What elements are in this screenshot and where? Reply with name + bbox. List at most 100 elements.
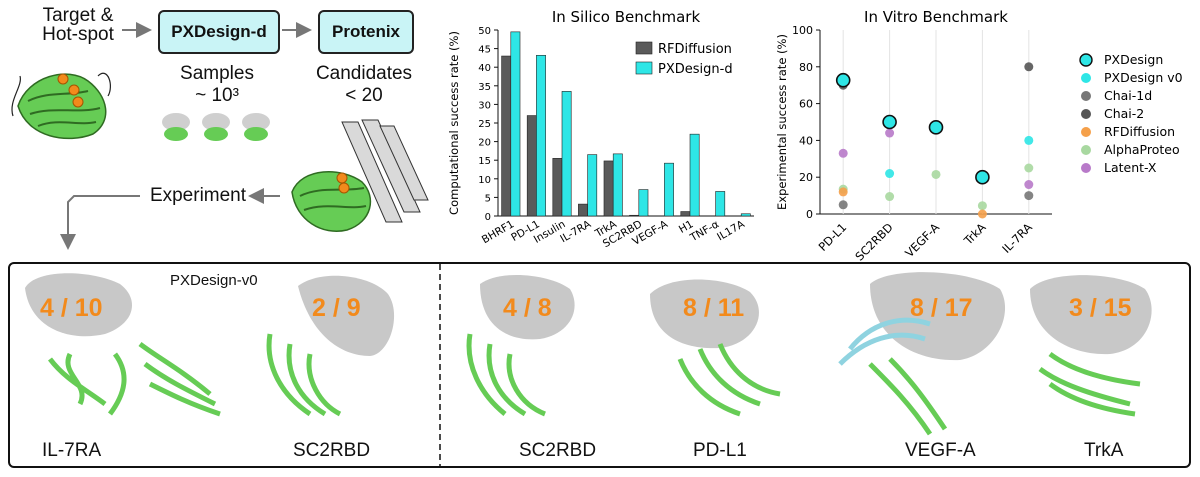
chart1-ytick-label: 10 <box>478 175 491 186</box>
chart1-legend-label: RFDiffusion <box>658 42 732 57</box>
chart2-point-pxdesign-SC2RBD <box>882 114 897 130</box>
designs-gallery-panel <box>8 262 1191 468</box>
chart2-point-pxdesign-v0-SC2RBD <box>885 169 895 179</box>
samples-count: ~ 10³ <box>195 85 239 106</box>
chart2-point-pxdesign-TrkA <box>975 169 990 185</box>
target-label-line1: Target & <box>42 5 114 26</box>
chart2-xtick-label: TrkA <box>961 220 989 248</box>
target-name-1: IL-7RA <box>42 440 102 461</box>
chart2-point-chai-1d-IL-7RA <box>1024 191 1034 201</box>
chart2-point-rfdiffusion-TrkA <box>977 209 987 219</box>
chart1-ytick-label: 25 <box>478 119 491 130</box>
chart1-bar-rfdiffusion-TrkA <box>603 160 614 217</box>
chart1-ytick-label: 0 <box>485 212 491 223</box>
reference-binder-5 <box>838 317 931 366</box>
chart1-bar-pxdesign-d-VEGF-A <box>664 162 674 217</box>
chart1-ytick-label: 30 <box>478 100 491 111</box>
binder-3 <box>466 333 547 417</box>
chart2-legend-label: AlphaProteo <box>1104 142 1180 157</box>
success-ratio-2: 2 / 9 <box>312 294 361 322</box>
target-surface-6 <box>1030 275 1152 355</box>
chart2-ytick-label: 60 <box>799 98 813 111</box>
chart1-bar-pxdesign-d-BHRF1 <box>510 31 521 217</box>
chart2-point-latent-x-SC2RBD <box>885 128 895 138</box>
binder-1a <box>48 352 127 416</box>
chart1-bar-rfdiffusion-H1 <box>680 211 691 217</box>
chart2-legend-label: Chai-2 <box>1104 106 1144 121</box>
success-ratio-6: 3 / 15 <box>1069 294 1132 322</box>
target-surface-4 <box>650 279 759 349</box>
chart2-title: In Vitro Benchmark <box>864 8 1008 26</box>
target-surface-2 <box>298 275 395 356</box>
chart2-legend-marker <box>1081 73 1091 83</box>
chart1-bar-rfdiffusion-IL-7RA <box>578 203 588 217</box>
chart2-point-chai-2-IL-7RA <box>1024 62 1034 72</box>
success-ratio-5: 8 / 17 <box>910 294 973 322</box>
binder-2 <box>266 333 342 417</box>
candidates-caption: Candidates <box>315 63 413 84</box>
chart2-ytick-label: 20 <box>799 171 813 184</box>
chart2-legend-label: RFDiffusion <box>1104 124 1175 139</box>
candidates-count: < 20 <box>345 85 383 106</box>
chart1-bar-pxdesign-d-H1 <box>689 133 700 217</box>
in-silico-chart: In Silico Benchmark 0 5 10 15 20 25 30 35 40 45 50 C… <box>447 8 754 250</box>
chart1-legend-swatch <box>635 41 653 55</box>
chart2-ylabel: Experimental success rate (%) <box>775 34 789 210</box>
pxdesign-d-box: PXDesign-d <box>158 10 280 54</box>
complex-structure-image <box>291 119 429 232</box>
samples-caption: Samples <box>180 63 254 84</box>
chart1-ytick-label: 40 <box>478 63 491 74</box>
chart2-xtick-label: VEGF-A <box>902 220 942 260</box>
chart1-xtick-label: IL17A <box>715 218 747 244</box>
chart2-ytick-label: 0 <box>806 208 813 221</box>
chart2-point-chai-1d-PD-L1 <box>838 200 848 210</box>
chart1-legend-label: PXDesign-d <box>658 62 733 77</box>
success-ratio-1: 4 / 10 <box>40 294 103 322</box>
chart2-legend-label: PXDesign v0 <box>1104 70 1183 85</box>
target-label-line2: Hot-spot <box>42 24 114 45</box>
v0-divider <box>439 264 441 466</box>
chart1-bar-rfdiffusion-PD-L1 <box>526 115 537 217</box>
chart1-bar-pxdesign-d-SC2RBD <box>638 189 649 217</box>
chart2-point-alphaproteo-IL-7RA <box>1024 163 1034 173</box>
target-surface-3 <box>480 274 575 340</box>
chart1-title: In Silico Benchmark <box>552 8 701 26</box>
chart1-legend-swatch <box>635 61 653 75</box>
target-name-5: VEGF-A <box>905 440 976 461</box>
success-ratio-4: 8 / 11 <box>683 294 745 322</box>
chart1-bar-pxdesign-d-PD-L1 <box>536 54 546 217</box>
binder-6 <box>1038 351 1141 417</box>
binder-1b <box>138 341 221 417</box>
protenix-box: Protenix <box>318 10 414 54</box>
chart1-ytick-label: 15 <box>478 156 491 167</box>
chart2-legend-marker <box>1081 145 1091 155</box>
chart1-bar-rfdiffusion-BHRF1 <box>501 55 512 217</box>
chart2-legend-label: PXDesign <box>1104 52 1163 67</box>
chart2-xtick-label: IL-7RA <box>999 220 1035 256</box>
chart2-legend-marker <box>1081 163 1091 173</box>
chart2-point-latent-x-PD-L1 <box>838 148 848 158</box>
experiment-label: Experiment <box>149 185 247 206</box>
target-label: Target & Hot-spot <box>28 6 128 44</box>
designs-structures <box>25 272 1152 436</box>
in-vitro-chart: In Vitro Benchmark 0 20 40 60 80 100Experiment… <box>775 8 1183 262</box>
chart1-bar-pxdesign-d-IL17A <box>740 213 751 217</box>
binder-5 <box>868 357 948 436</box>
target-name-4: PD-L1 <box>693 440 747 461</box>
binder-4 <box>677 343 781 417</box>
chart2-point-pxdesign-v0-IL-7RA <box>1024 135 1034 145</box>
chart2-point-rfdiffusion-PD-L1 <box>838 187 848 197</box>
target-protein-image <box>11 72 111 140</box>
chart1-ylabel: Computational success rate (%) <box>447 31 461 215</box>
target-name-6: TrkA <box>1084 440 1124 461</box>
chart2-ytick-label: 40 <box>799 134 813 147</box>
chart1-ytick-label: 35 <box>478 82 491 93</box>
chart2-legend-label: Chai-1d <box>1104 88 1152 103</box>
chart2-xtick-label: PD-L1 <box>816 220 850 254</box>
chart2-legend-marker <box>1081 91 1091 101</box>
chart2-ytick-label: 100 <box>792 24 813 37</box>
chart1-bar-rfdiffusion-Insulin <box>552 158 563 217</box>
chart1-ytick-label: 45 <box>478 45 491 56</box>
success-ratio-3: 4 / 8 <box>503 294 552 322</box>
target-surface-1 <box>25 273 132 337</box>
